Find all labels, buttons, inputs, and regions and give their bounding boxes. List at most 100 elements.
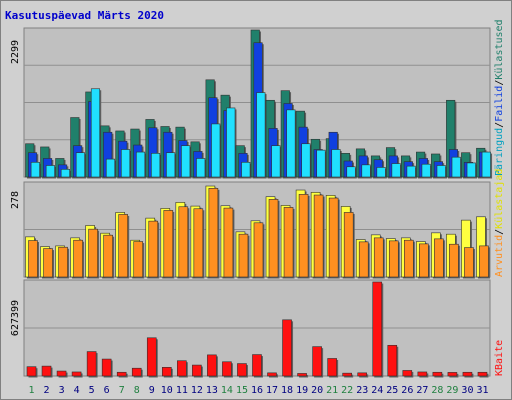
bar-arvutid-17 — [268, 199, 279, 278]
day-label-22: 22 — [341, 385, 353, 396]
day-label-2: 2 — [44, 385, 50, 396]
bar-päringud-30 — [466, 162, 476, 178]
legend-top: Päringud/Failid/Külastused — [494, 19, 505, 176]
bar-arvutid-26 — [404, 239, 414, 278]
legend-bottom: KBaite — [494, 340, 505, 376]
bar-arvutid-19 — [298, 194, 309, 278]
bar-kbaite-20 — [312, 346, 322, 377]
bar-päringud-22 — [346, 166, 356, 178]
bar-päringud-27 — [421, 163, 431, 178]
bar-arvutid-29 — [449, 243, 459, 278]
bar-kbaite-6 — [101, 358, 112, 377]
chart-title: Kasutuspäevad Märts 2020 — [5, 9, 164, 22]
bar-päringud-18 — [286, 109, 296, 178]
day-label-10: 10 — [161, 385, 173, 396]
bar-kbaite-18 — [282, 319, 292, 377]
bar-päringud-4 — [75, 152, 85, 178]
day-label-5: 5 — [89, 385, 95, 396]
bar-päringud-5 — [90, 88, 101, 178]
day-label-26: 26 — [401, 385, 413, 396]
bar-päringud-12 — [196, 158, 206, 178]
bar-arvutid-15 — [238, 233, 249, 278]
day-label-6: 6 — [104, 385, 110, 396]
bar-kbaite-1 — [26, 366, 37, 377]
bar-arvutid-10 — [163, 210, 174, 278]
day-label-31: 31 — [476, 385, 488, 396]
legend-arvutid: Arvutid — [494, 235, 505, 277]
bar-arvutid-16 — [253, 222, 264, 278]
bar-arvutid-6 — [103, 234, 113, 278]
bar-päringud-16 — [256, 92, 266, 178]
bar-kbaite-12 — [192, 364, 202, 377]
bar-päringud-31 — [481, 151, 491, 178]
bar-arvutid-30 — [464, 247, 474, 278]
bar-kbaite-22 — [342, 372, 352, 377]
bar-arvutid-18 — [283, 207, 294, 278]
bar-kbaite-10 — [161, 367, 172, 377]
bar-päringud-21 — [331, 149, 341, 178]
day-label-29: 29 — [446, 385, 458, 396]
bar-arvutid-5 — [88, 228, 98, 278]
bar-arvutid-21 — [328, 197, 339, 278]
bar-päringud-7 — [120, 149, 131, 178]
bar-arvutid-28 — [434, 238, 444, 278]
day-label-14: 14 — [221, 385, 233, 396]
day-label-24: 24 — [371, 385, 383, 396]
bar-päringud-25 — [391, 163, 401, 178]
bar-kbaite-17 — [267, 372, 277, 377]
bar-päringud-1 — [30, 161, 40, 178]
day-label-7: 7 — [119, 385, 125, 396]
day-label-8: 8 — [134, 385, 140, 396]
bar-päringud-20 — [316, 149, 326, 178]
bar-päringud-8 — [136, 151, 146, 178]
bar-kbaite-2 — [41, 365, 52, 377]
bar-arvutid-20 — [313, 194, 324, 278]
legend-sep: / — [494, 229, 505, 235]
bar-arvutid-11 — [178, 206, 189, 278]
day-label-30: 30 — [461, 385, 473, 396]
bar-arvutid-23 — [358, 241, 369, 278]
bar-päringud-28 — [436, 165, 446, 178]
bar-kbaite-4 — [71, 371, 82, 377]
bar-arvutid-24 — [373, 237, 384, 278]
bar-kbaite-11 — [177, 360, 187, 377]
bar-arvutid-9 — [148, 220, 159, 278]
bar-kbaite-30 — [462, 371, 473, 377]
bar-päringud-17 — [271, 145, 281, 178]
ymax-label-panel-2: 278 — [10, 191, 21, 209]
bar-kbaite-7 — [116, 371, 127, 377]
day-label-3: 3 — [59, 385, 65, 396]
bar-päringud-10 — [166, 152, 176, 178]
bar-kbaite-27 — [417, 371, 428, 377]
day-label-1: 1 — [29, 385, 35, 396]
bar-päringud-24 — [376, 167, 386, 178]
bar-kbaite-25 — [387, 344, 398, 377]
bar-päringud-26 — [406, 165, 416, 178]
bar-kbaite-19 — [297, 373, 307, 377]
bar-kbaite-28 — [432, 371, 443, 377]
day-label-15: 15 — [236, 385, 248, 396]
bar-päringud-6 — [105, 158, 116, 178]
bar-kbaite-13 — [207, 354, 217, 377]
day-label-25: 25 — [386, 385, 398, 396]
bar-päringud-9 — [151, 153, 161, 178]
legend-middle: Arvutid/Külastajad — [494, 169, 505, 277]
day-label-23: 23 — [356, 385, 368, 396]
bar-kbaite-24 — [372, 281, 383, 377]
bar-arvutid-12 — [193, 208, 204, 278]
day-label-28: 28 — [431, 385, 443, 396]
bar-kbaite-31 — [477, 371, 488, 377]
bar-päringud-13 — [211, 123, 221, 178]
bar-arvutid-31 — [479, 245, 489, 278]
ymax-label-panel-3: 627399 — [10, 300, 21, 336]
day-label-9: 9 — [149, 385, 155, 396]
bar-päringud-14 — [226, 107, 236, 178]
bar-kbaite-21 — [327, 358, 337, 377]
bar-päringud-15 — [241, 161, 251, 178]
bar-kbaite-9 — [146, 337, 157, 377]
bar-arvutid-27 — [419, 243, 429, 278]
bar-kbaite-15 — [237, 363, 247, 377]
legend-sep: / — [494, 122, 505, 128]
day-label-20: 20 — [311, 385, 323, 396]
